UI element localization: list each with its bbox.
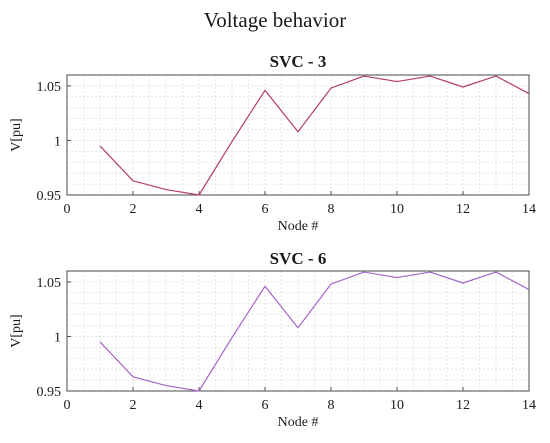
- x-tick-label: 6: [262, 202, 269, 217]
- x-tick-label: 10: [390, 398, 404, 413]
- y-tick-label: 0.95: [37, 189, 62, 204]
- subplot-title: SVC - 6: [270, 249, 327, 268]
- y-tick-label: 1: [54, 330, 61, 345]
- x-tick-label: 8: [328, 202, 335, 217]
- x-axis-label: Node #: [278, 415, 319, 430]
- subplot-svc-6: 0 2 4 6 8 10 12 14 0.95 1 1.05 SVC - 6 Node # V[pu]: [9, 249, 536, 430]
- series-line: [99, 75, 530, 196]
- axes-box: [66, 270, 530, 392]
- x-tick-label: 14: [522, 202, 536, 217]
- x-tick-label: 10: [390, 202, 404, 217]
- x-tick-label: 12: [456, 398, 470, 413]
- x-tick-label: 6: [262, 398, 269, 413]
- minor-grid: [66, 74, 530, 196]
- y-tick-label: 1.05: [37, 80, 62, 95]
- y-tick-label: 1: [54, 134, 61, 149]
- subplot-title: SVC - 3: [270, 52, 327, 71]
- x-tick-label: 12: [456, 202, 470, 217]
- x-tick-label: 14: [522, 398, 536, 413]
- x-axis-label: Node #: [278, 219, 319, 234]
- x-tick-label: 0: [64, 398, 71, 413]
- y-tick-label: 0.95: [37, 385, 62, 400]
- x-tick-label: 2: [130, 398, 137, 413]
- x-tick-label: 2: [130, 202, 137, 217]
- x-tick-label: 8: [328, 398, 335, 413]
- x-tick-label: 0: [64, 202, 71, 217]
- y-tick-label: 1.05: [37, 276, 62, 291]
- axes-box: [66, 74, 530, 196]
- minor-grid: [66, 270, 530, 392]
- y-axis-label: V[pu]: [9, 314, 24, 347]
- series-line: [99, 271, 530, 392]
- figure-title: Voltage behavior: [204, 8, 347, 32]
- subplot-svc-3: 0 2 4 6 8 10 12 14 0.95 1 1.05 SVC - 3 Node # V[pu]: [9, 52, 536, 234]
- y-axis-label: V[pu]: [9, 118, 24, 151]
- x-tick-label: 4: [196, 398, 203, 413]
- x-tick-label: 4: [196, 202, 203, 217]
